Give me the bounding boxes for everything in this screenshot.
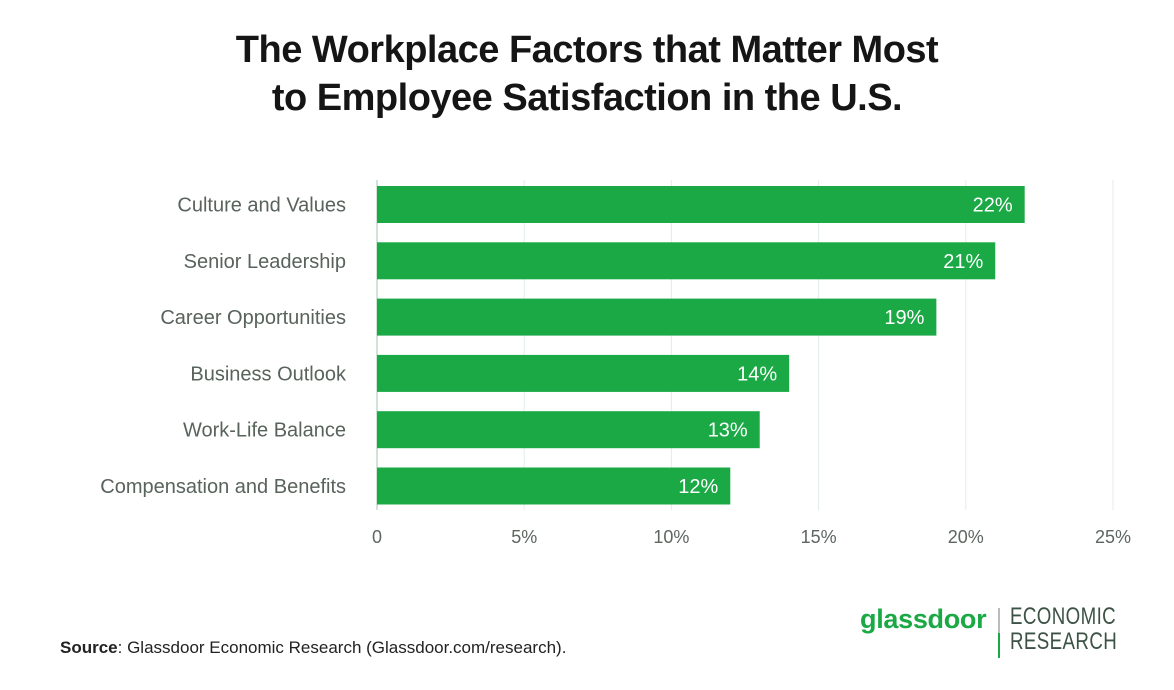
- chart-title-line-1: The Workplace Factors that Matter Most: [235, 29, 939, 71]
- bar: [377, 411, 760, 449]
- bar: [377, 467, 731, 505]
- category-label: Career Opportunities: [160, 307, 346, 329]
- x-tick-label: 0: [372, 527, 382, 547]
- category-label: Work-Life Balance: [183, 420, 346, 442]
- x-tick-label: 25%: [1095, 527, 1131, 547]
- x-tick-label: 20%: [948, 527, 984, 547]
- bar-value-label: 22%: [973, 195, 1013, 217]
- logo-brand-wordmark: glassdoor: [860, 604, 987, 634]
- bar-value-label: 12%: [678, 476, 718, 498]
- x-tick-label: 5%: [511, 527, 537, 547]
- logo-line-2: RESEARCH: [1010, 628, 1118, 655]
- bar: [377, 354, 790, 392]
- category-labels: Culture and Values Senior Leadership Caree…: [100, 195, 347, 499]
- logo-line-1: ECONOMIC: [1010, 603, 1117, 630]
- bar: [377, 298, 937, 336]
- chart-title: The Workplace Factors that Matter Most t…: [0, 26, 1174, 122]
- bar-chart: 22% 21% 19% 14% 13% 12% Culture and Values Sen…: [100, 180, 1131, 547]
- bar-value-label: 14%: [737, 363, 777, 385]
- category-label: Business Outlook: [190, 363, 347, 385]
- bar-value-label: 19%: [884, 307, 924, 329]
- x-tick-label: 10%: [653, 527, 689, 547]
- source-text: : Glassdoor Economic Research (Glassdoor…: [117, 638, 567, 657]
- bar: [377, 186, 1025, 223]
- category-label: Compensation and Benefits: [100, 476, 346, 498]
- source-note: Source: Glassdoor Economic Research (Gla…: [60, 638, 566, 658]
- logo-subtitle: ECONOMIC RESEARCH: [1010, 604, 1117, 654]
- x-tick-label: 15%: [801, 527, 837, 547]
- glassdoor-economic-research-logo: glassdoor ECONOMIC RESEARCH: [860, 604, 1148, 660]
- category-label: Culture and Values: [177, 195, 346, 217]
- bars: 22% 21% 19% 14% 13% 12%: [377, 186, 1025, 505]
- bar: [377, 242, 996, 280]
- logo-divider: [998, 608, 1001, 658]
- gridlines: [376, 180, 1114, 510]
- bar-value-label: 13%: [708, 420, 748, 442]
- bar-value-label: 21%: [943, 251, 983, 273]
- source-label: Source: [60, 638, 118, 657]
- chart-title-line-2: to Employee Satisfaction in the U.S.: [271, 77, 903, 119]
- category-label: Senior Leadership: [184, 251, 346, 273]
- x-axis-tick-labels: 0 5% 10% 15% 20% 25%: [372, 527, 1131, 547]
